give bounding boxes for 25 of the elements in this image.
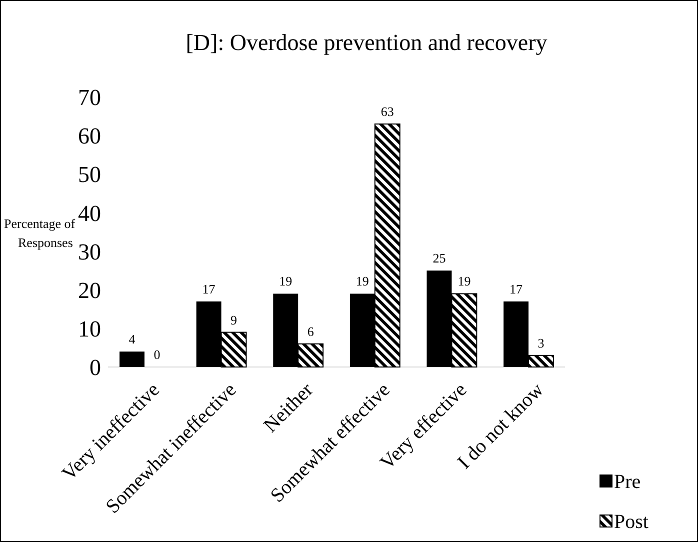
data-label: 19 (356, 274, 369, 289)
data-label: 6 (307, 324, 314, 339)
legend-label: Post (614, 511, 649, 533)
data-label: 0 (154, 347, 160, 362)
y-tick-label: 60 (78, 124, 101, 149)
bar (120, 352, 144, 367)
data-label: 19 (279, 274, 292, 289)
legend-label: Pre (614, 471, 641, 493)
data-label: 4 (128, 332, 136, 347)
data-label: 25 (432, 250, 446, 266)
data-label: 63 (380, 104, 394, 119)
y-tick-label: 70 (78, 85, 101, 110)
data-label: 19 (458, 274, 471, 289)
y-tick-label: 30 (78, 239, 101, 264)
data-label: 9 (230, 312, 238, 328)
y-tick-label: 50 (78, 162, 101, 188)
y-tick-label: 20 (78, 278, 101, 303)
chart-title: [D]: Overdose prevention and recovery (186, 30, 548, 55)
data-label: 17 (202, 281, 216, 296)
y-axis-title: Percentage of Responses (4, 216, 76, 250)
y-tick-label: 0 (90, 355, 101, 380)
y-tick-label: 40 (78, 200, 101, 226)
data-label: 17 (510, 281, 524, 296)
y-tick-label: 10 (78, 316, 101, 342)
data-label: 3 (538, 335, 544, 350)
